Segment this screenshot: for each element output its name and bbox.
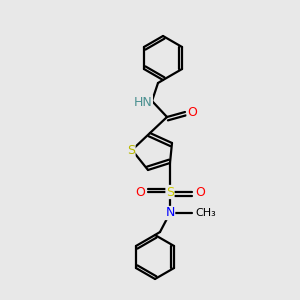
Text: O: O — [135, 185, 145, 199]
Text: S: S — [127, 143, 135, 157]
Text: HN: HN — [134, 95, 152, 109]
Text: O: O — [187, 106, 197, 118]
Text: O: O — [195, 185, 205, 199]
Text: S: S — [166, 185, 174, 199]
Text: CH₃: CH₃ — [195, 208, 216, 218]
Text: N: N — [165, 206, 175, 220]
